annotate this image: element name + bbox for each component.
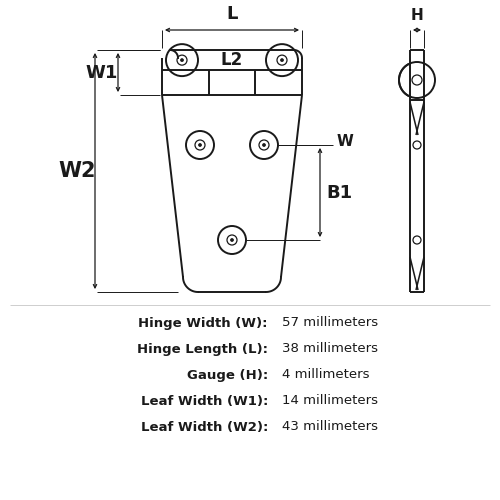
- Circle shape: [198, 144, 202, 146]
- Text: 14 millimeters: 14 millimeters: [282, 394, 378, 407]
- Text: W2: W2: [58, 161, 96, 181]
- Text: Hinge Length (L):: Hinge Length (L):: [137, 342, 268, 355]
- Text: W1: W1: [86, 64, 118, 82]
- Text: 38 millimeters: 38 millimeters: [282, 342, 378, 355]
- Text: Gauge (H):: Gauge (H):: [187, 368, 268, 382]
- Text: W: W: [337, 134, 354, 150]
- Text: Hinge Width (W):: Hinge Width (W):: [138, 316, 268, 330]
- Text: 57 millimeters: 57 millimeters: [282, 316, 378, 330]
- Text: H: H: [410, 8, 424, 23]
- Text: 43 millimeters: 43 millimeters: [282, 420, 378, 434]
- Circle shape: [180, 58, 184, 61]
- Circle shape: [230, 238, 234, 242]
- Text: 4 millimeters: 4 millimeters: [282, 368, 370, 382]
- Text: B1: B1: [326, 184, 352, 202]
- Text: Leaf Width (W1):: Leaf Width (W1):: [140, 394, 268, 407]
- Text: L2: L2: [221, 51, 243, 69]
- Text: L: L: [226, 5, 237, 23]
- Circle shape: [280, 58, 283, 61]
- Circle shape: [262, 144, 266, 146]
- Text: Leaf Width (W2):: Leaf Width (W2):: [140, 420, 268, 434]
